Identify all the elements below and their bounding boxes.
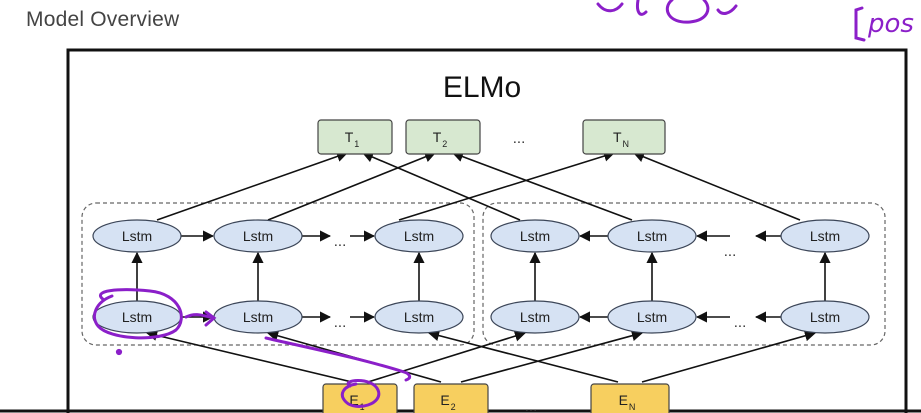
lstm-node-backward-row2-1: Lstm (490, 300, 580, 334)
output-token-1: T1 (317, 119, 393, 155)
annotation-circle-e1 (340, 379, 381, 408)
edge-backward-top-1-to-output-1 (361, 151, 521, 221)
lstm-label: Lstm (637, 309, 667, 325)
lstm-node-backward-row2-2: Lstm (607, 300, 697, 334)
edge-input-n-to-forward-bottom-3 (427, 330, 619, 383)
slide-title: Model Overview (26, 8, 180, 31)
edge-forward-top-1-to-output-1 (156, 151, 349, 221)
input-token-2: E2 (413, 383, 489, 413)
edge-input-1-to-backward-bottom-1 (367, 330, 527, 383)
lstm-node-forward-row2-2: Lstm (213, 300, 303, 334)
lstm-label: Lstm (243, 309, 273, 325)
output-token-2: T2 (405, 119, 481, 155)
lstm-label: Lstm (810, 228, 840, 244)
lstm-node-forward-row2-1: Lstm (92, 300, 182, 334)
annotation-circle-lstm (93, 288, 183, 340)
handwritten-annotations (93, 0, 866, 408)
lstm-label: Lstm (404, 228, 434, 244)
annotation-sweep (264, 336, 412, 382)
ellipsis-forward-top: ... (334, 233, 347, 250)
nodes: Lstm Lstm Lstm Lstm Lstm Lstm Lstm Lstm Lstm Lstm… (92, 119, 870, 413)
edge-backward-top-2-to-output-2 (451, 151, 633, 221)
edge-forward-top-3-to-output-n (398, 150, 616, 221)
edge-backward-top-3-to-output-n (632, 151, 801, 221)
edge-forward-top-2-to-output-2 (267, 151, 437, 221)
ellipsis-outputs: ... (513, 130, 526, 147)
lstm-label: Lstm (520, 309, 550, 325)
edge-input-1-to-forward-bottom-1 (145, 329, 353, 383)
forward-lstm-group (81, 202, 475, 346)
lstm-node-forward-row1-1: Lstm (92, 219, 182, 253)
edge-input-2-to-backward-bottom-2 (460, 330, 644, 383)
ellipsis-backward-top: ... (724, 243, 737, 260)
diagram-title: ELMo (443, 71, 521, 104)
lstm-node-backward-row1-1: Lstm (490, 219, 580, 253)
input-token-1: E1 (322, 383, 398, 413)
lstm-node-backward-row1-2: Lstm (607, 219, 697, 253)
lstm-node-backward-row1-3: Lstm (780, 219, 870, 253)
lstm-label: Lstm (520, 228, 550, 244)
lstm-label: Lstm (243, 228, 273, 244)
annotation-pos-text: pos (867, 9, 914, 39)
lstm-node-forward-row1-3: Lstm (374, 219, 464, 253)
ellipsis-markers: .................. (334, 130, 747, 413)
annotation-dot (115, 348, 123, 356)
lstm-label: Lstm (122, 309, 152, 325)
lstm-label: Lstm (404, 309, 434, 325)
input-token-3: EN (590, 383, 670, 413)
lstm-node-backward-row2-3: Lstm (780, 300, 870, 334)
annotation-bracket-pos (854, 6, 866, 42)
annotation-scribble-top (596, 0, 738, 24)
output-token-3: TN (582, 119, 666, 155)
annotation-arrow-lstm (184, 310, 217, 327)
ellipsis-inputs: ... (525, 398, 538, 413)
lstm-label: Lstm (810, 309, 840, 325)
ellipsis-backward-bottom: ... (734, 314, 747, 331)
lstm-label: Lstm (637, 228, 667, 244)
outer-frame (66, 48, 908, 413)
lstm-node-forward-row2-3: Lstm (374, 300, 464, 334)
lstm-node-forward-row1-2: Lstm (213, 219, 303, 253)
connection-arrows (131, 150, 831, 383)
ellipsis-forward-bottom: ... (334, 314, 347, 331)
lstm-label: Lstm (122, 228, 152, 244)
edge-input-n-to-backward-bottom-3 (641, 330, 817, 383)
